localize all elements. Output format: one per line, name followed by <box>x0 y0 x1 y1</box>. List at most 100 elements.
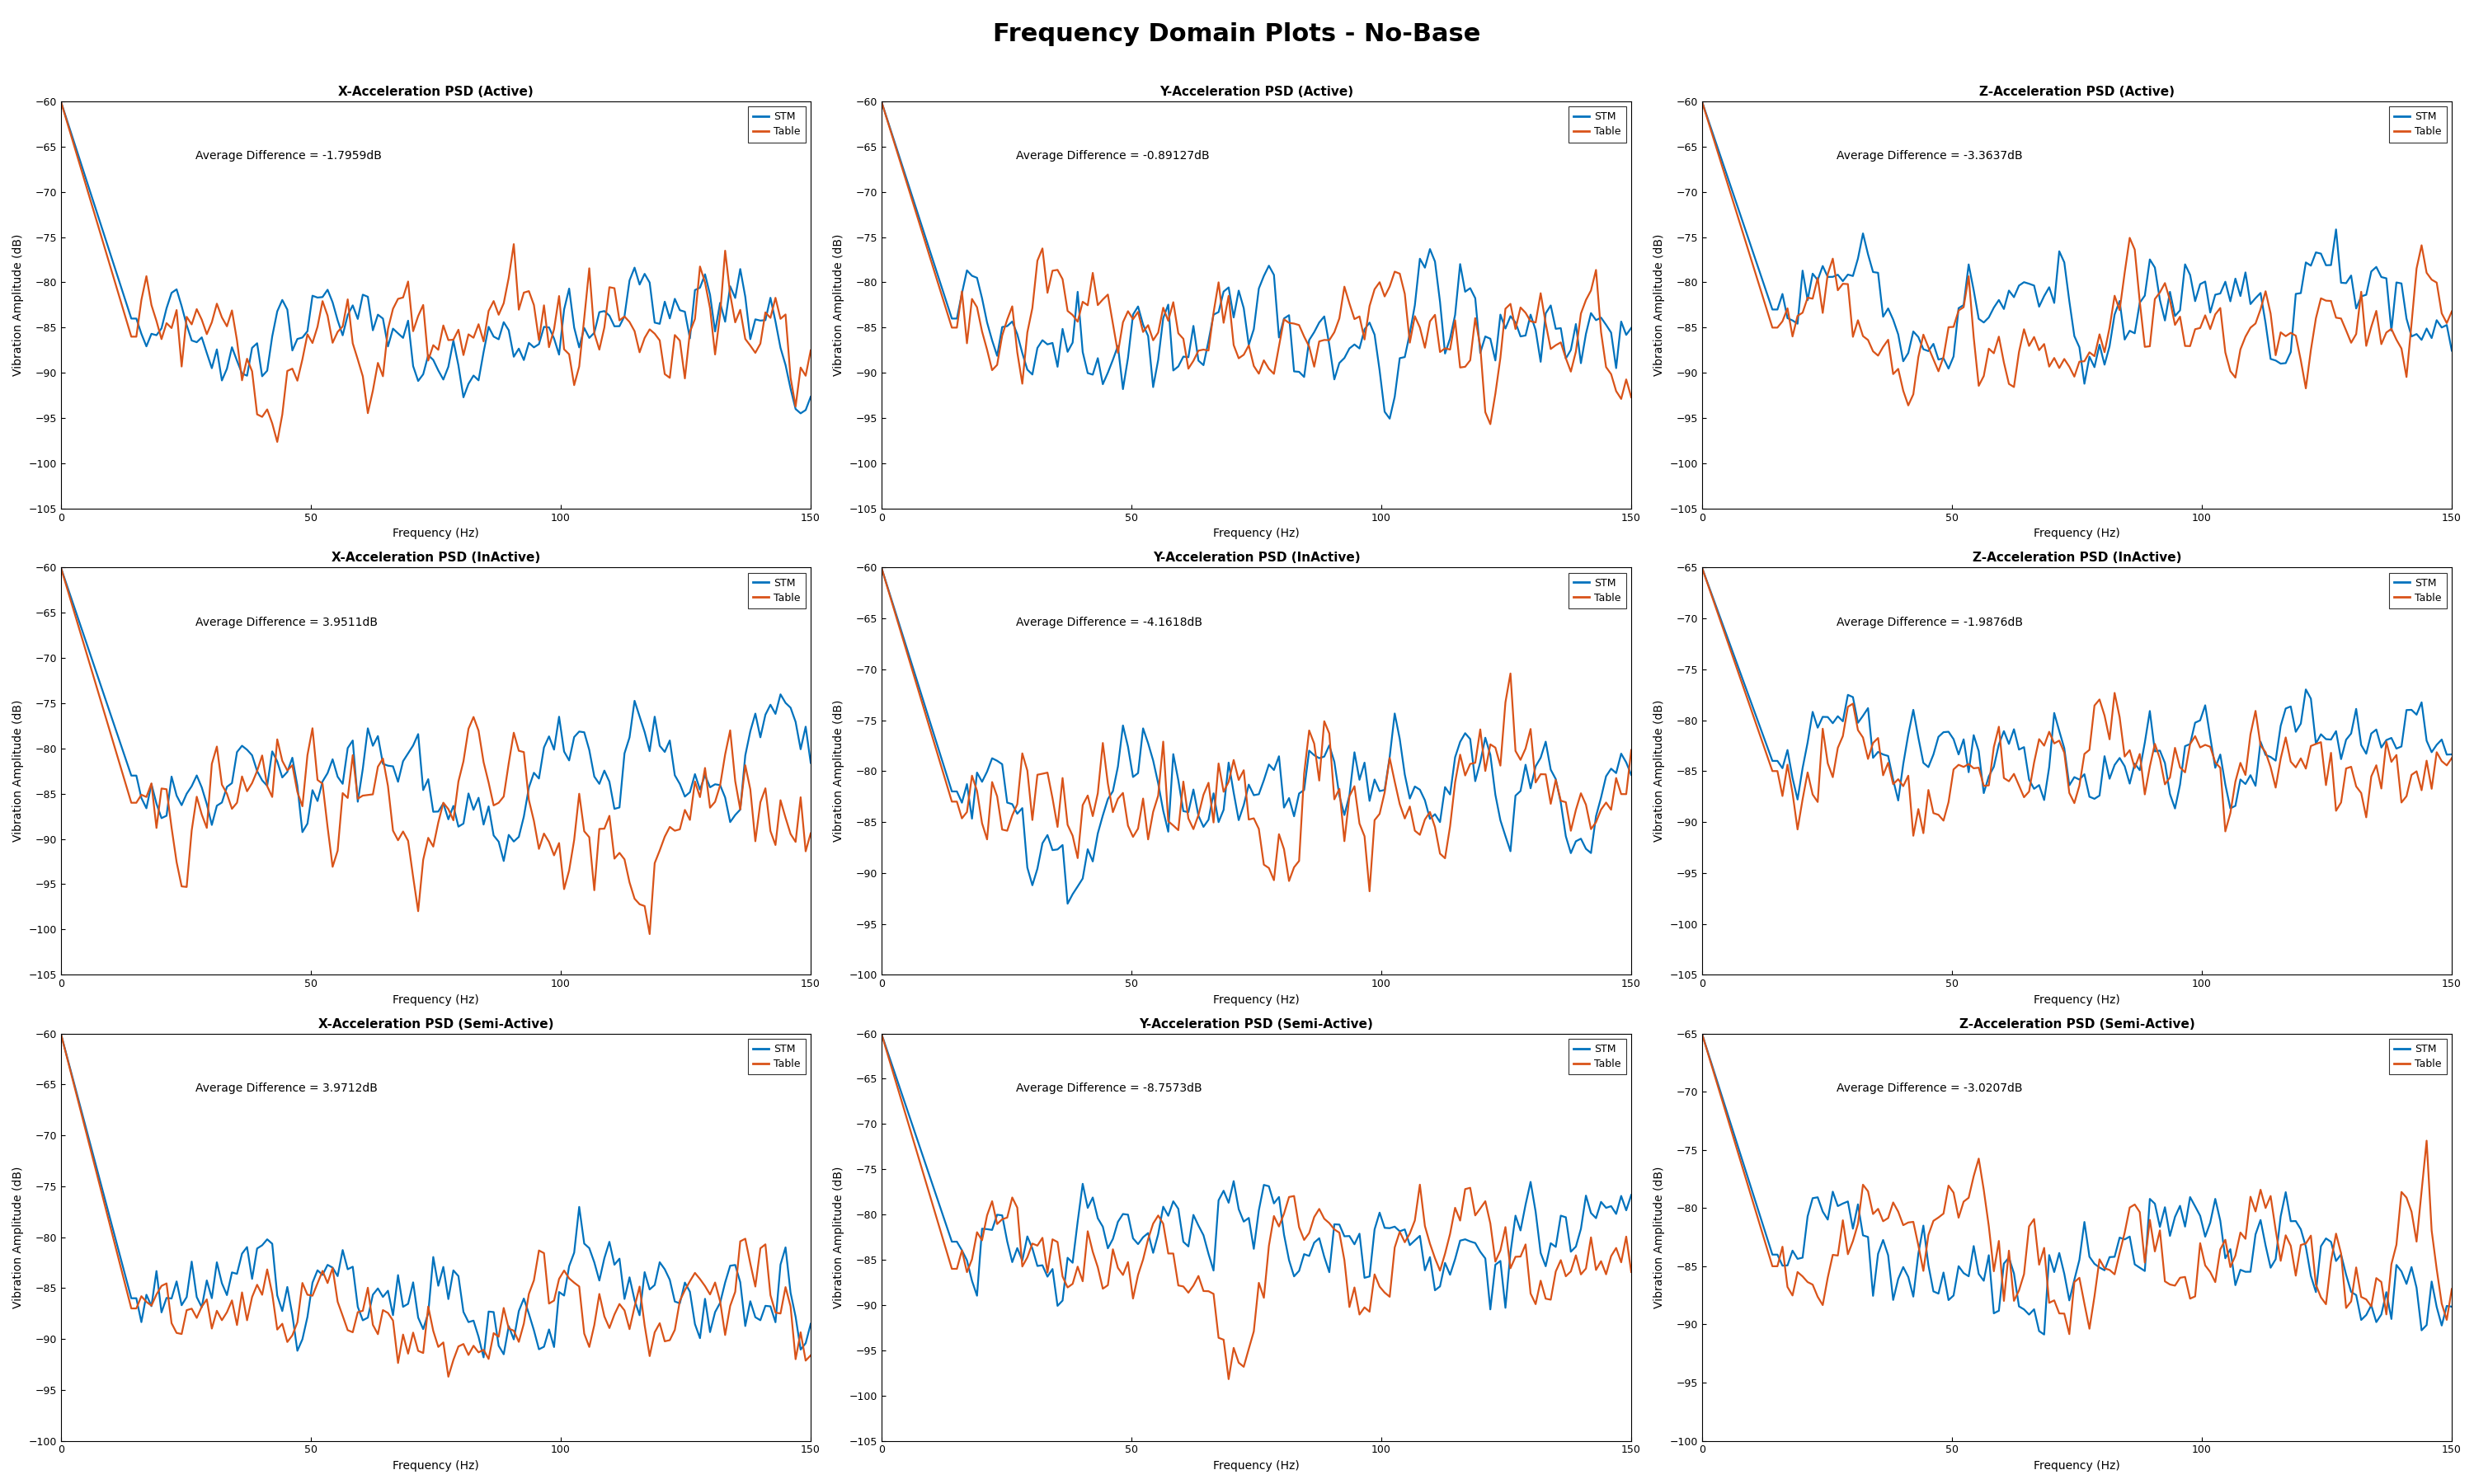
STM <box>1163 1201 1192 1218</box>
STM <box>866 1024 896 1042</box>
STM <box>475 1303 505 1321</box>
STM <box>670 788 700 806</box>
Table <box>1475 416 1504 433</box>
STM <box>47 92 77 110</box>
Text: Average Difference = -1.7959dB: Average Difference = -1.7959dB <box>195 150 381 162</box>
STM <box>1984 291 2014 309</box>
Y-axis label: Vibration Amplitude (dB): Vibration Amplitude (dB) <box>834 1166 844 1309</box>
Title: Z-Acceleration PSD (Semi-Active): Z-Acceleration PSD (Semi-Active) <box>1959 1018 2194 1030</box>
Table <box>1492 1218 1522 1236</box>
STM <box>1390 766 1420 784</box>
Table <box>475 1350 505 1368</box>
STM <box>1259 1195 1289 1212</box>
X-axis label: Frequency (Hz): Frequency (Hz) <box>2034 528 2120 540</box>
STM <box>1492 319 1522 337</box>
STM <box>344 1298 374 1316</box>
STM <box>569 1235 599 1252</box>
Table <box>1616 741 1645 758</box>
Y-axis label: Vibration Amplitude (dB): Vibration Amplitude (dB) <box>1653 700 1665 841</box>
Table <box>1687 92 1717 110</box>
Table <box>1215 1370 1244 1388</box>
STM <box>797 1315 826 1333</box>
Table <box>438 812 468 830</box>
STM <box>1385 1223 1415 1241</box>
Line: STM: STM <box>62 1033 811 1358</box>
Line: Table: Table <box>62 567 811 933</box>
STM <box>2209 776 2239 794</box>
Line: Table: Table <box>1702 101 2452 405</box>
STM <box>787 405 816 423</box>
Y-axis label: Vibration Amplitude (dB): Vibration Amplitude (dB) <box>1653 234 1665 375</box>
STM <box>1984 1301 2014 1319</box>
X-axis label: Frequency (Hz): Frequency (Hz) <box>2034 1460 2120 1472</box>
Text: Average Difference = -8.7573dB: Average Difference = -8.7573dB <box>1017 1082 1202 1094</box>
STM <box>2086 1258 2115 1276</box>
Table <box>1989 353 2019 371</box>
Table <box>344 1303 374 1321</box>
STM <box>1687 92 1717 110</box>
STM <box>292 1307 322 1325</box>
Table <box>866 558 896 576</box>
Line: STM: STM <box>881 567 1630 904</box>
Table <box>47 92 77 110</box>
Table <box>1492 300 1522 318</box>
STM <box>866 92 896 110</box>
X-axis label: Frequency (Hz): Frequency (Hz) <box>1212 994 1299 1006</box>
Table <box>569 1325 599 1343</box>
Table <box>1289 764 1319 782</box>
STM <box>2311 730 2340 748</box>
STM <box>2110 757 2140 775</box>
Table <box>292 1285 322 1303</box>
Table <box>2115 742 2145 760</box>
Table <box>1390 1233 1420 1251</box>
Table <box>670 801 700 819</box>
STM <box>468 1349 497 1367</box>
Line: STM: STM <box>62 101 811 414</box>
STM <box>1289 1245 1319 1263</box>
STM <box>438 331 468 349</box>
STM <box>2437 745 2467 763</box>
Table <box>297 334 327 352</box>
Text: Average Difference = -1.9876dB: Average Difference = -1.9876dB <box>1836 616 2024 628</box>
Line: Table: Table <box>881 101 1630 424</box>
STM <box>1935 723 1964 741</box>
STM <box>438 797 468 815</box>
STM <box>2081 789 2110 807</box>
STM <box>1168 803 1197 821</box>
STM <box>2071 375 2100 393</box>
Line: Table: Table <box>1702 567 2452 835</box>
Line: STM: STM <box>881 1033 1630 1309</box>
Title: Y-Acceleration PSD (Semi-Active): Y-Acceleration PSD (Semi-Active) <box>1138 1018 1373 1030</box>
Title: X-Acceleration PSD (Active): X-Acceleration PSD (Active) <box>339 86 534 98</box>
Table <box>1616 1263 1645 1281</box>
Line: Table: Table <box>62 101 811 442</box>
Text: Frequency Domain Plots - No-Base: Frequency Domain Plots - No-Base <box>992 22 1482 46</box>
STM <box>1118 769 1148 787</box>
STM <box>1492 1298 1522 1316</box>
STM <box>468 343 497 361</box>
STM <box>1259 266 1289 283</box>
Table <box>1163 821 1192 838</box>
STM <box>1294 742 1324 760</box>
STM <box>1113 349 1143 367</box>
Table <box>1356 883 1385 901</box>
Line: Table: Table <box>881 567 1630 892</box>
Table <box>2053 1325 2083 1343</box>
Table <box>433 1368 463 1386</box>
Text: Average Difference = 3.9511dB: Average Difference = 3.9511dB <box>195 616 379 628</box>
STM <box>2437 341 2467 359</box>
Table <box>292 746 322 764</box>
Table <box>1163 325 1192 343</box>
Table <box>1687 558 1717 576</box>
Legend: STM, Table: STM, Table <box>747 107 807 142</box>
STM <box>1687 558 1717 576</box>
Table <box>2437 1281 2467 1298</box>
X-axis label: Frequency (Hz): Frequency (Hz) <box>1212 1460 1299 1472</box>
STM <box>344 792 374 810</box>
STM <box>2086 335 2115 353</box>
STM <box>2209 273 2239 291</box>
Table <box>1259 365 1289 383</box>
Table <box>2209 1230 2239 1248</box>
Y-axis label: Vibration Amplitude (dB): Vibration Amplitude (dB) <box>834 234 844 375</box>
STM <box>2115 1227 2145 1245</box>
